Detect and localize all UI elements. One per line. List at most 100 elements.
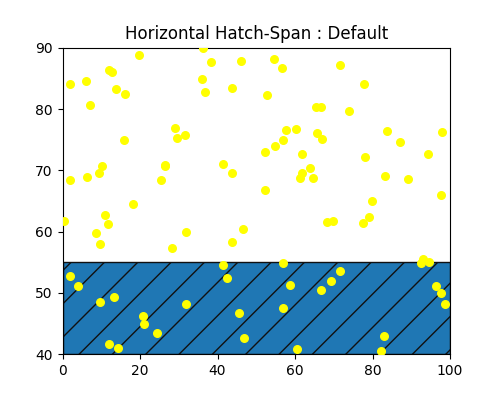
Point bbox=[270, 56, 278, 62]
Point bbox=[336, 268, 344, 275]
Point bbox=[240, 334, 248, 341]
Point bbox=[396, 139, 404, 145]
Point bbox=[368, 197, 376, 204]
Point bbox=[366, 214, 374, 220]
Point bbox=[318, 135, 326, 142]
Point bbox=[442, 301, 450, 308]
Point bbox=[313, 130, 321, 136]
Point bbox=[345, 108, 353, 114]
Point bbox=[114, 345, 122, 351]
Point bbox=[104, 221, 112, 228]
Point bbox=[222, 275, 230, 281]
Point bbox=[383, 127, 391, 134]
Point bbox=[105, 66, 113, 73]
Point bbox=[336, 62, 344, 68]
Point bbox=[360, 81, 368, 87]
Point bbox=[96, 241, 104, 247]
Point bbox=[153, 330, 161, 336]
Point bbox=[296, 175, 304, 181]
Point bbox=[102, 212, 110, 219]
Point bbox=[228, 170, 236, 176]
Point bbox=[156, 177, 164, 183]
Point bbox=[82, 78, 90, 84]
Point bbox=[174, 135, 182, 142]
Point bbox=[317, 287, 325, 293]
Point bbox=[437, 191, 445, 198]
Point bbox=[228, 85, 236, 92]
Point bbox=[170, 125, 178, 131]
Point bbox=[168, 245, 176, 252]
Point bbox=[161, 162, 169, 168]
Point bbox=[239, 226, 247, 232]
Point bbox=[312, 103, 320, 110]
Point bbox=[376, 347, 384, 354]
Point bbox=[260, 149, 268, 155]
Point bbox=[306, 165, 314, 172]
Point bbox=[432, 283, 440, 289]
Point bbox=[60, 218, 68, 224]
Point bbox=[322, 219, 330, 225]
Point bbox=[108, 69, 116, 76]
Point bbox=[278, 65, 286, 71]
Point bbox=[219, 262, 227, 269]
Point bbox=[198, 76, 206, 83]
Point bbox=[66, 81, 74, 88]
Point bbox=[309, 174, 317, 181]
Point bbox=[264, 92, 272, 98]
Point bbox=[282, 127, 290, 134]
Point bbox=[202, 89, 209, 95]
Point bbox=[112, 86, 120, 92]
Point bbox=[219, 160, 227, 167]
Point bbox=[292, 126, 300, 132]
Point bbox=[317, 104, 325, 110]
Point bbox=[358, 220, 366, 226]
Point bbox=[66, 273, 74, 279]
Point bbox=[438, 129, 446, 135]
Point bbox=[134, 52, 142, 59]
Point bbox=[120, 137, 128, 144]
Point bbox=[180, 132, 188, 139]
Point bbox=[262, 187, 270, 193]
Point bbox=[200, 45, 207, 51]
Point bbox=[182, 229, 190, 235]
Point bbox=[418, 256, 426, 262]
Point bbox=[278, 137, 286, 143]
Bar bbox=[62, 262, 450, 354]
Point bbox=[424, 259, 432, 265]
Point bbox=[95, 170, 103, 177]
Point bbox=[279, 259, 287, 266]
Point bbox=[437, 290, 445, 296]
Point bbox=[92, 230, 100, 236]
Point bbox=[96, 298, 104, 305]
Point bbox=[140, 320, 148, 327]
Point bbox=[236, 310, 244, 316]
Point bbox=[271, 143, 279, 150]
Point bbox=[130, 201, 138, 207]
Point bbox=[286, 281, 294, 288]
Point bbox=[361, 154, 369, 160]
Point bbox=[84, 174, 92, 181]
Point bbox=[327, 278, 335, 285]
Point bbox=[424, 151, 432, 158]
Point bbox=[329, 217, 337, 224]
Point bbox=[293, 345, 301, 352]
Point bbox=[207, 59, 215, 65]
Point bbox=[104, 341, 112, 347]
Point bbox=[86, 101, 94, 108]
Point bbox=[121, 91, 129, 98]
Point bbox=[380, 333, 388, 339]
Point bbox=[280, 305, 287, 312]
Point bbox=[238, 58, 246, 64]
Point bbox=[298, 170, 306, 176]
Point bbox=[98, 162, 106, 169]
Point bbox=[74, 283, 82, 289]
Point bbox=[298, 151, 306, 157]
Point bbox=[228, 238, 236, 245]
Point bbox=[110, 294, 118, 300]
Point bbox=[417, 260, 425, 266]
Point bbox=[404, 176, 412, 182]
Point bbox=[182, 300, 190, 307]
Point bbox=[381, 173, 389, 179]
Point bbox=[162, 163, 170, 169]
Point bbox=[66, 176, 74, 183]
